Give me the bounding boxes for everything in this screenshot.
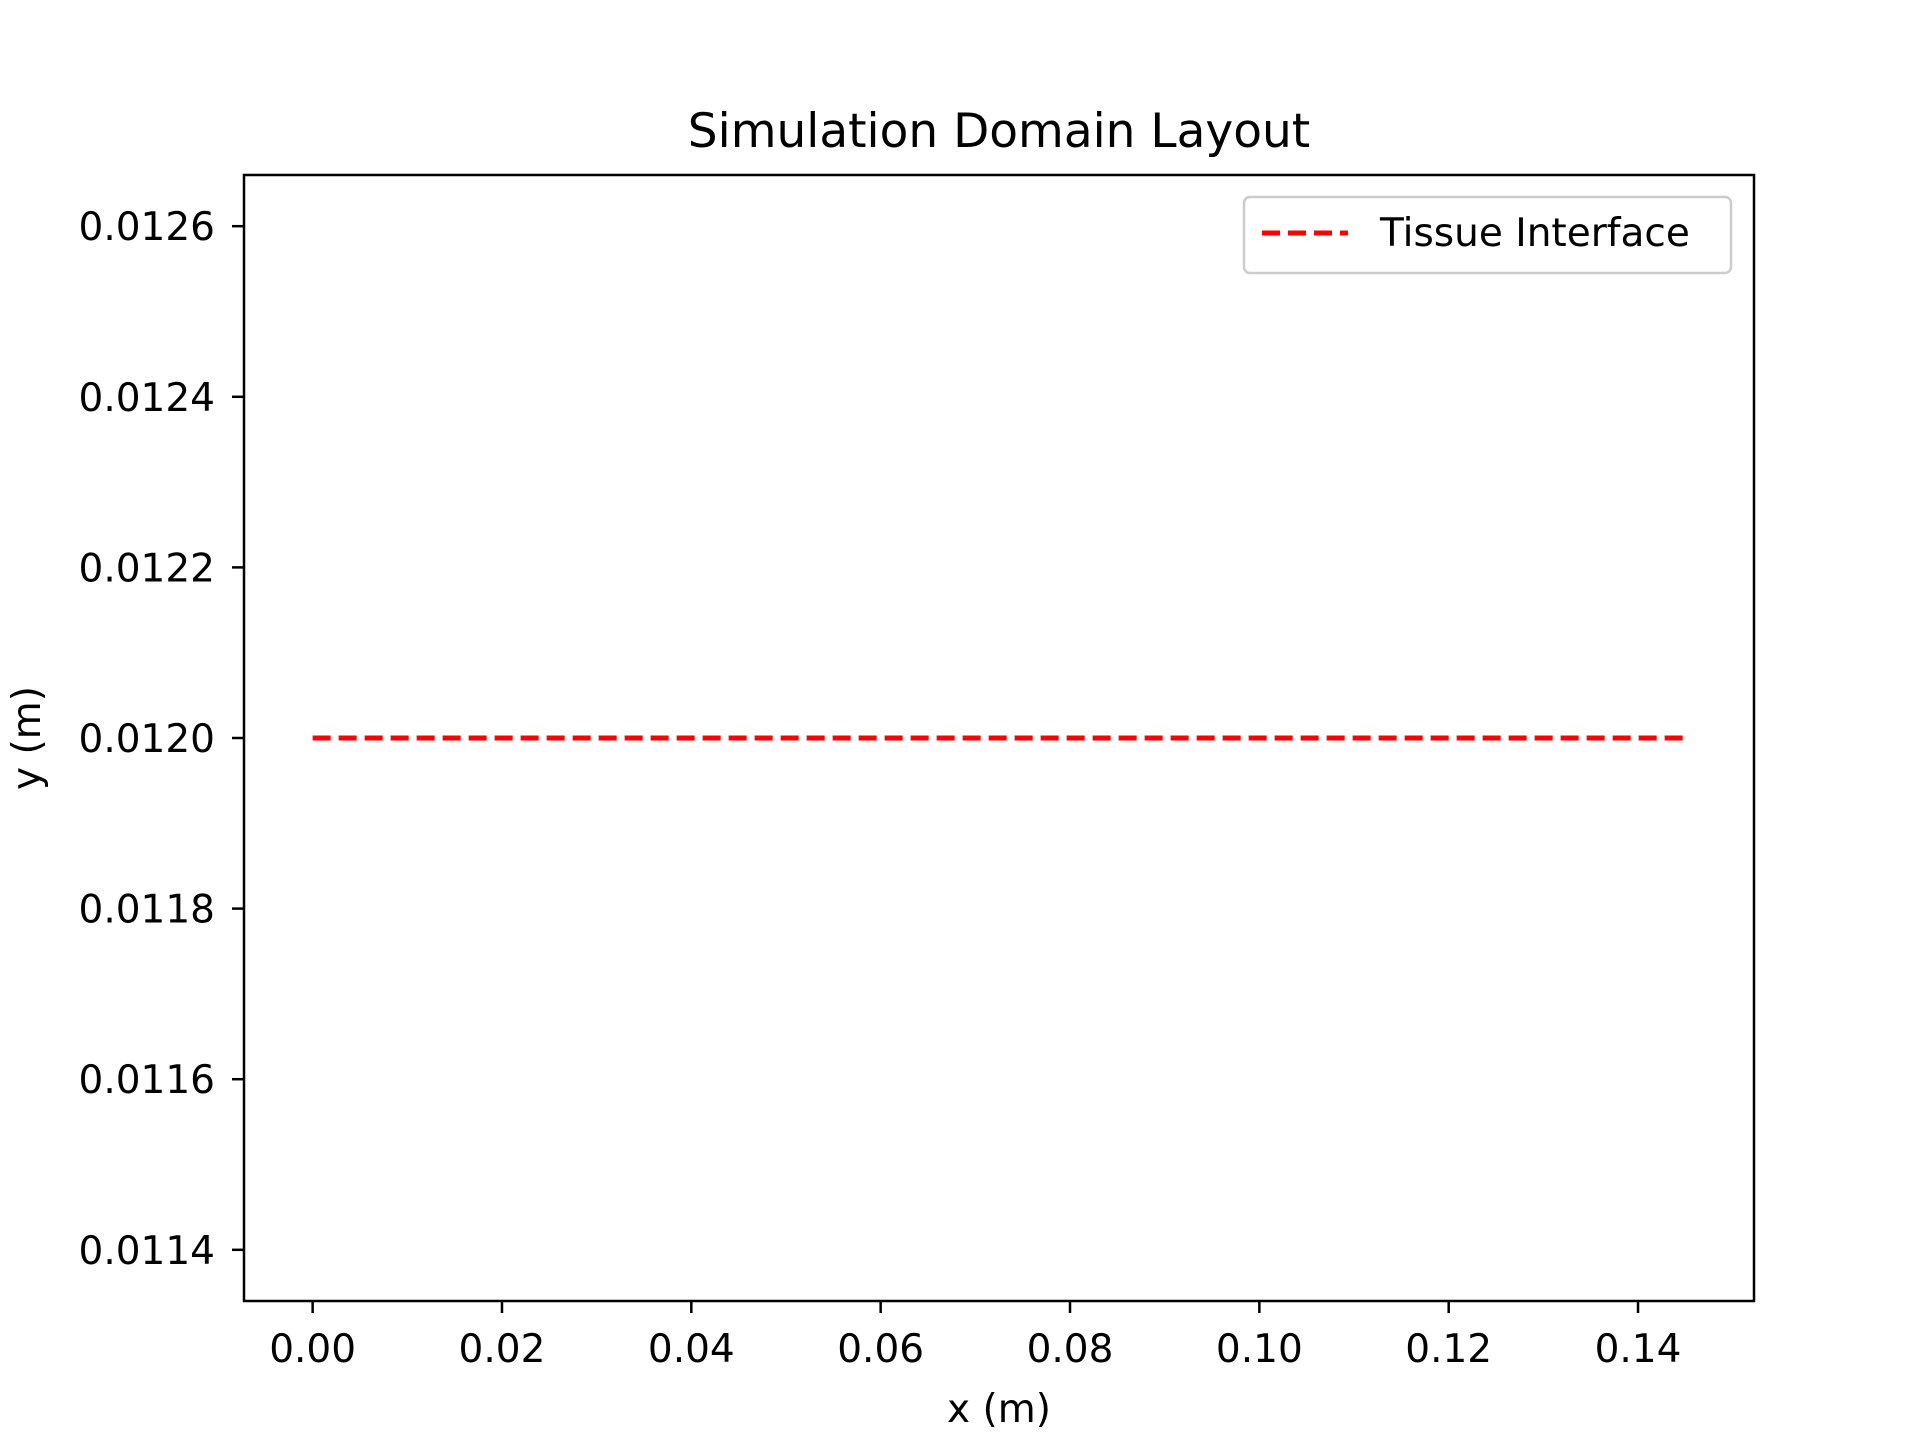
y-tick-label: 0.0122 xyxy=(79,546,215,591)
x-tick-label: 0.00 xyxy=(269,1327,356,1372)
x-tick-label: 0.08 xyxy=(1027,1327,1114,1372)
x-tick-label: 0.14 xyxy=(1595,1327,1682,1372)
y-tick-label: 0.0124 xyxy=(79,376,215,421)
x-tick-label: 0.02 xyxy=(459,1327,546,1372)
legend-box xyxy=(1242,195,1733,275)
legend-label-tissue-interface: Tissue Interface xyxy=(1379,211,1690,256)
y-tick-label: 0.0114 xyxy=(79,1229,215,1274)
y-axis-label: y (m) xyxy=(5,686,50,790)
y-tick-label: 0.0118 xyxy=(79,888,215,933)
x-tick-label: 0.04 xyxy=(648,1327,735,1372)
y-tick-label: 0.0116 xyxy=(79,1058,215,1103)
x-tick-label: 0.06 xyxy=(837,1327,924,1372)
legend: Tissue Interface xyxy=(1242,195,1733,275)
x-axis-label: x (m) xyxy=(947,1387,1051,1432)
plot-frame xyxy=(242,173,1756,1303)
y-tick-label: 0.0120 xyxy=(79,717,215,762)
x-tick-label: 0.10 xyxy=(1216,1327,1303,1372)
y-tick-label: 0.0126 xyxy=(79,205,215,250)
x-tick-label: 0.12 xyxy=(1405,1327,1492,1372)
chart-title: Simulation Domain Layout xyxy=(688,104,1310,159)
